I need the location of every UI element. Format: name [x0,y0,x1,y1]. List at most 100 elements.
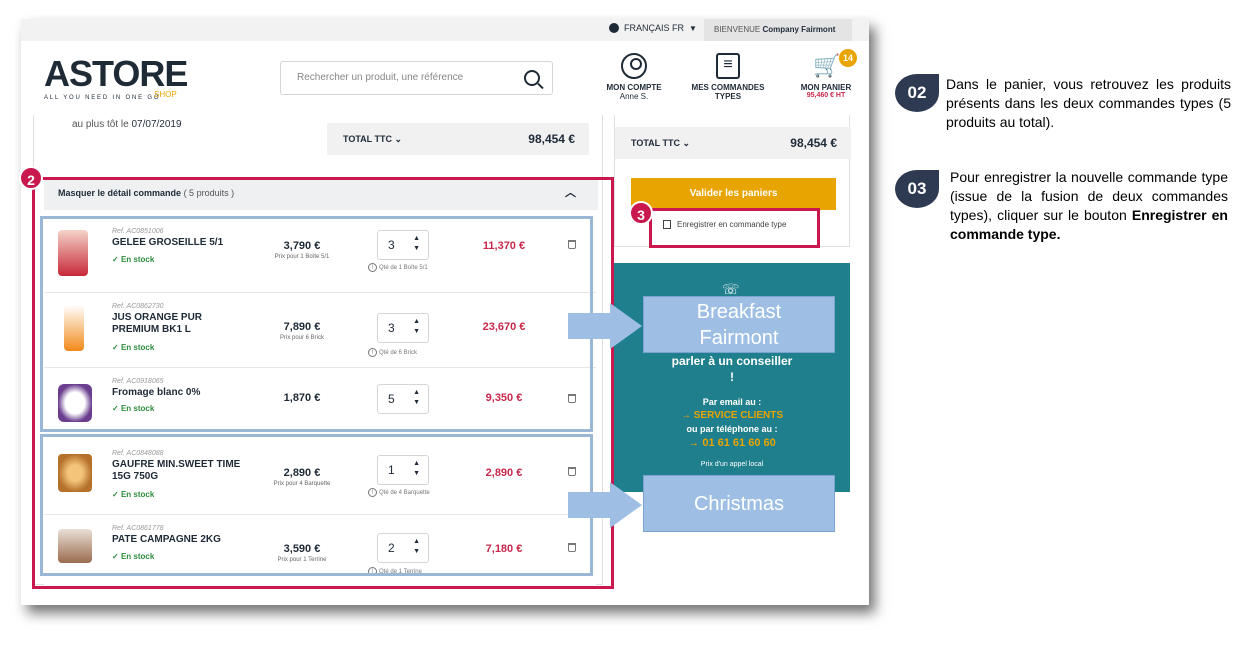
step-03-text: Pour enregistrer la nouvelle commande ty… [950,168,1228,244]
quantity-stepper[interactable]: 2 ▲ ▼ [377,533,429,563]
total-label-text: TOTAL TTC [343,134,392,144]
callout-christmas: Christmas [643,475,835,532]
orders-link[interactable]: MES COMMANDES TYPES [686,53,770,101]
cart-left-column: au plus tôt le 07/07/2019 TOTAL TTC ⌄ 98… [33,115,603,590]
product-group-breakfast: Ref. AC0851006 GELEE GROSEILLE 5/1 ✓ En … [44,218,596,440]
step-03-text-bold: Enregistrer en commande type. [950,207,1228,242]
product-group-christmas: Ref. AC0848088 GAUFRE MIN.SWEET TIME 15G… [44,440,596,590]
trash-icon[interactable] [568,240,576,249]
phone-chat-icon: ☏ [722,281,740,297]
stock-label: En stock [120,404,155,413]
right-total-value: 98,454 € [790,136,837,150]
total-label: TOTAL TTC ⌄ [343,134,402,145]
phone-number-link[interactable]: → 01 61 61 60 60 [688,437,776,449]
step-02-text: Dans le panier, vous retrouvez les produ… [946,76,1231,130]
stock-label: En stock [120,343,155,352]
stepper-arrows-icon[interactable]: ▲ ▼ [413,538,420,555]
detail-count: ( 5 produits ) [183,188,235,198]
account-user: Anne S. [619,92,649,101]
orders-label-2: TYPES [714,92,742,101]
stock-label: En stock [120,490,155,499]
service-clients-link[interactable]: → SERVICE CLIENTS [680,410,784,421]
quantity-stepper[interactable]: 3 ▲ ▼ [377,313,429,343]
chevron-down-icon: ⌄ [394,134,403,144]
stock-status: ✓ En stock [112,490,155,499]
annotation-marker-2: 2 [19,166,43,190]
quantity-value: 3 [388,238,395,252]
quantity-info-text: Qté de 1 Terrine [379,569,422,575]
unit-price: 1,870 € [283,392,321,404]
line-total: 23,670 € [482,321,526,333]
search-input[interactable]: Rechercher un produit, une référence [280,61,553,95]
quantity-stepper[interactable]: 5 ▲ ▼ [377,384,429,414]
stepper-arrows-icon[interactable]: ▲ ▼ [413,460,420,477]
logo[interactable]: ASTORE SHOP ALL YOU NEED IN ONE GO [44,56,188,102]
product-ref: Ref. AC0918065 [112,378,164,385]
stepper-arrows-icon[interactable]: ▲ ▼ [413,235,420,252]
cart-link[interactable]: 🛒 14 MON PANIER 95,460 € HT [791,49,861,99]
trash-icon[interactable] [568,467,576,476]
callout-breakfast: Breakfast Fairmont [643,296,835,353]
unit-price-sub: Prix pour 1 Terrine [277,557,327,563]
quantity-stepper[interactable]: 3 ▲ ▼ [377,230,429,260]
unit-price: 7,890 € [283,321,321,333]
save-as-order-type-button[interactable]: Enregistrer en commande type [663,220,786,230]
stepper-arrows-icon[interactable]: ▲ ▼ [413,389,420,406]
quantity-value: 1 [388,463,395,477]
total-ttc-box[interactable]: TOTAL TTC ⌄ 98,454 € [327,123,589,155]
right-total-box[interactable]: TOTAL TTC ⌄ 98,454 € [615,127,851,159]
product-name[interactable]: GAUFRE MIN.SWEET TIME 15G 750G [112,459,241,482]
step-03-text-before: Pour enregistrer la nouvelle commande ty… [950,169,1228,223]
contact-title-1: parler à un conseiller [671,354,793,368]
product-ref: Ref. AC0862730 [112,303,164,310]
product-image [64,305,84,351]
search-icon[interactable] [524,70,540,86]
right-total-label-text: TOTAL TTC [631,138,680,148]
quantity-value: 3 [388,321,395,335]
cart-icon: 🛒 [813,53,841,78]
product-name[interactable]: Fromage blanc 0% [112,387,201,398]
unit-price-sub: Prix pour 1 Boîte 5/1 [274,254,330,260]
logo-tagline: ALL YOU NEED IN ONE GO [44,95,161,101]
quantity-info-text: Qté de 4 Barquette [379,490,430,496]
language-selector[interactable]: FRANÇAIS FR ▼ [609,23,697,33]
stock-status: ✓ En stock [112,404,155,413]
orders-label-1: MES COMMANDES [691,83,765,92]
product-name[interactable]: JUS ORANGE PUR PREMIUM BK1 L [112,312,203,335]
cart-count-badge: 14 [839,49,857,67]
top-bar: FRANÇAIS FR ▼ BIENVENUE Company Fairmont [21,19,869,41]
quantity-info: ! Qté de 1 Boîte 5/1 [368,263,428,272]
user-icon [621,53,647,79]
stepper-arrows-icon[interactable]: ▲ ▼ [413,318,420,335]
trash-icon[interactable] [568,543,576,552]
table-row: Ref. AC0851006 GELEE GROSEILLE 5/1 ✓ En … [44,218,596,293]
order-detail-toggle[interactable]: Masquer le détail commande ( 5 produits … [44,177,598,210]
unit-price-sub: Prix pour 4 Barquette [273,481,331,487]
contact-title: parler à un conseiller ! [614,353,850,385]
product-name[interactable]: PATE CAMPAGNE 2KG [112,534,221,545]
quantity-stepper[interactable]: 1 ▲ ▼ [377,455,429,485]
detail-label: Masquer le détail commande [58,188,182,198]
trash-icon[interactable] [568,394,576,403]
stock-status: ✓ En stock [112,255,155,264]
document-icon [663,220,671,230]
account-link[interactable]: MON COMPTE Anne S. [599,53,669,101]
table-row: Ref. AC0918065 Fromage blanc 0% ✓ En sto… [44,368,596,440]
annotation-marker-3: 3 [629,201,653,225]
validate-carts-button[interactable]: Valider les paniers [631,178,836,210]
line-total: 11,370 € [482,240,526,252]
product-ref: Ref. AC0848088 [112,450,164,457]
stock-label: En stock [120,255,155,264]
callout-breakfast-1: Breakfast [696,301,782,323]
account-label: MON COMPTE [606,83,662,92]
cart-total: 95,460 € HT [806,92,846,99]
arrow-breakfast-icon [568,303,642,349]
product-name[interactable]: GELEE GROSEILLE 5/1 [112,237,224,248]
chevron-down-icon: ⌄ [682,138,691,148]
contact-title-2: ! [730,370,734,384]
search-placeholder: Rechercher un produit, une référence [297,72,464,83]
step-badge-02: 02 [895,74,939,112]
annotation-box-save [649,208,820,248]
unit-price: 3,790 € [283,240,321,252]
quantity-info-text: Qté de 6 Brick [379,350,418,356]
